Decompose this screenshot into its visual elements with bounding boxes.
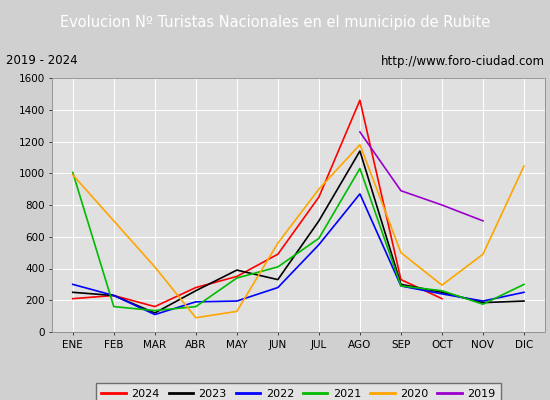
Text: 2019 - 2024: 2019 - 2024 — [6, 54, 77, 68]
Text: http://www.foro-ciudad.com: http://www.foro-ciudad.com — [381, 54, 544, 68]
Legend: 2024, 2023, 2022, 2021, 2020, 2019: 2024, 2023, 2022, 2021, 2020, 2019 — [96, 383, 501, 400]
Text: Evolucion Nº Turistas Nacionales en el municipio de Rubite: Evolucion Nº Turistas Nacionales en el m… — [60, 16, 490, 30]
